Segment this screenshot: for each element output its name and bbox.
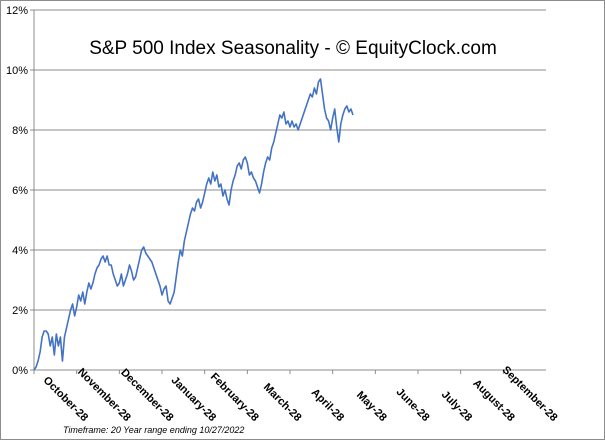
grid-layer: [34, 9, 546, 311]
y-tick-label-12: 12%: [6, 5, 28, 17]
series-layer: [33, 78, 354, 371]
y-tick-label-4: 4%: [12, 245, 28, 257]
label-layer: 0%2%4%6%8%10%12%October-28November-28Dec…: [6, 5, 560, 424]
series-line-0: [33, 78, 354, 371]
axis-layer: [30, 9, 546, 374]
x-tick-label-10: August-28: [470, 377, 517, 424]
x-tick-label-7: May-28: [354, 389, 389, 424]
x-tick-label-9: July-28: [439, 389, 474, 424]
y-tick-label-10: 10%: [6, 65, 28, 77]
y-tick-label-6: 6%: [12, 185, 28, 197]
y-tick-label-2: 2%: [12, 305, 28, 317]
y-tick-label-8: 8%: [12, 125, 28, 137]
x-tick-label-5: March-28: [261, 381, 304, 424]
chart-title: S&P 500 Index Seasonality - © EquityCloc…: [89, 38, 497, 59]
timeframe-footnote: Timeframe: 20 Year range ending 10/27/20…: [63, 425, 244, 435]
y-tick-label-0: 0%: [12, 365, 28, 377]
x-tick-label-6: April-28: [309, 387, 346, 424]
x-tick-label-8: June-28: [394, 386, 432, 424]
